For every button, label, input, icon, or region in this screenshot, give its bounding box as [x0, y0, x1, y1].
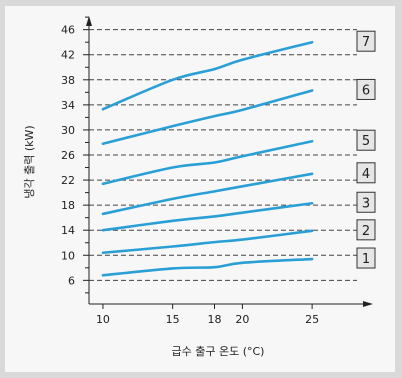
x-tick-label: 18 — [208, 313, 222, 326]
y-tick-label: 46 — [61, 24, 75, 37]
series-badge-label: 3 — [362, 196, 370, 211]
y-tick-label: 18 — [61, 199, 75, 212]
axes — [83, 16, 373, 309]
series-badge-label: 4 — [362, 167, 370, 182]
series-lines — [101, 40, 314, 277]
y-axis-arrow — [86, 16, 92, 26]
y-axis-title: 냉각 출력 (kW) — [23, 125, 36, 198]
series-badge-6 — [356, 78, 376, 100]
series-badge-7 — [356, 30, 376, 52]
series-line-1 — [101, 257, 314, 277]
y-tick-label: 42 — [61, 49, 75, 62]
y-tick-label: 22 — [61, 174, 75, 187]
x-tick-label: 15 — [166, 313, 180, 326]
series-badge-label: 1 — [362, 252, 370, 267]
y-tick-label: 30 — [61, 124, 75, 137]
series-badge-1 — [356, 247, 376, 269]
series-badge-5 — [356, 129, 376, 151]
y-tick-label: 6 — [68, 274, 75, 287]
y-tick-label: 14 — [61, 224, 75, 237]
y-tick-label: 10 — [61, 249, 75, 262]
series-badges: 1 2 3 4 5 6 7 — [356, 30, 376, 269]
series-line-6 — [101, 89, 314, 146]
x-axis-title: 급수 출구 온도 (°C) — [172, 345, 265, 358]
series-badge-label: 6 — [362, 83, 370, 98]
grid-lines — [89, 29, 357, 281]
series-badge-label: 7 — [362, 35, 370, 50]
series-badge-label: 5 — [362, 134, 370, 149]
series-line-5 — [101, 139, 314, 186]
series-line-4 — [101, 172, 314, 216]
x-axis-arrow — [363, 301, 373, 307]
x-tick-label: 20 — [235, 313, 249, 326]
y-tick-label: 34 — [61, 99, 75, 112]
series-line-2 — [101, 229, 314, 255]
series-line-3 — [101, 201, 314, 232]
series-badge-2 — [356, 219, 376, 241]
series-badge-4 — [356, 162, 376, 184]
x-tick-label: 10 — [96, 313, 110, 326]
tick-labels: 6 10 14 18 22 26 30 34 38 42 46 10 15 18 20 25 — [61, 24, 319, 326]
series-line-7 — [101, 40, 314, 111]
series-badge-label: 2 — [362, 224, 370, 239]
series-badge-3 — [356, 191, 376, 213]
y-tick-label: 26 — [61, 149, 75, 162]
x-tick-label: 25 — [305, 313, 319, 326]
y-tick-label: 38 — [61, 74, 75, 87]
